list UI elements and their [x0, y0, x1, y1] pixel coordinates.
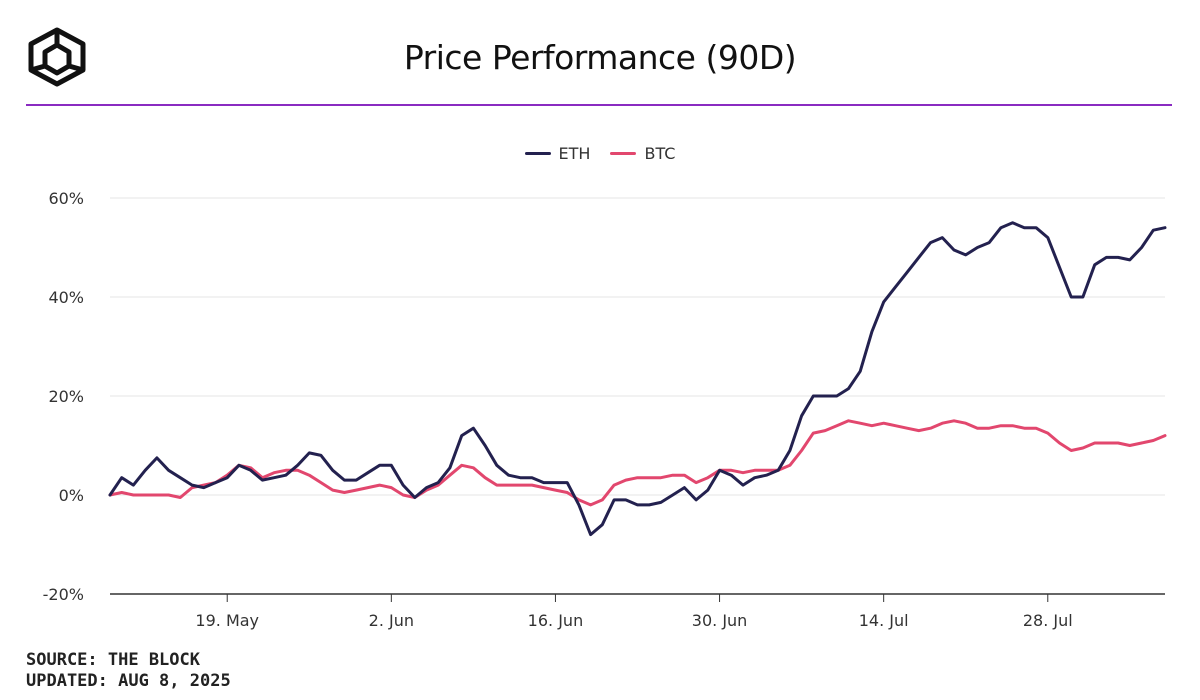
chart-legend: ETH BTC [0, 144, 1200, 163]
x-tick-label: 28. Jul [1023, 611, 1073, 630]
updated-note: UPDATED: AUG 8, 2025 [26, 671, 231, 691]
legend-label-btc: BTC [644, 144, 676, 163]
legend-item-btc[interactable]: BTC [610, 144, 675, 163]
y-tick-label: 60% [48, 189, 84, 208]
source-note: SOURCE: THE BLOCK [26, 650, 200, 670]
series-line-eth [108, 221, 1167, 537]
x-tick-label: 16. Jun [528, 611, 584, 630]
y-tick-label: 20% [48, 387, 84, 406]
legend-swatch-btc [610, 152, 637, 155]
y-tick-label: 0% [59, 486, 84, 505]
x-tick-label: 14. Jul [859, 611, 909, 630]
legend-swatch-eth [524, 152, 551, 155]
series-line-btc [108, 419, 1167, 507]
chart-title: Price Performance (90D) [403, 38, 797, 77]
x-tick-label: 19. May [195, 611, 259, 630]
legend-label-eth: ETH [558, 144, 591, 163]
x-tick-label: 2. Jun [369, 611, 414, 630]
x-tick-label: 30. Jun [692, 611, 748, 630]
legend-item-eth[interactable]: ETH [524, 144, 591, 163]
y-tick-label: -20% [43, 585, 84, 604]
chart-footer: SOURCE: THE BLOCK UPDATED: AUG 8, 2025 [26, 650, 231, 692]
title-divider [26, 104, 1172, 106]
y-tick-label: 40% [48, 288, 84, 307]
the-block-logo-icon [28, 27, 86, 87]
